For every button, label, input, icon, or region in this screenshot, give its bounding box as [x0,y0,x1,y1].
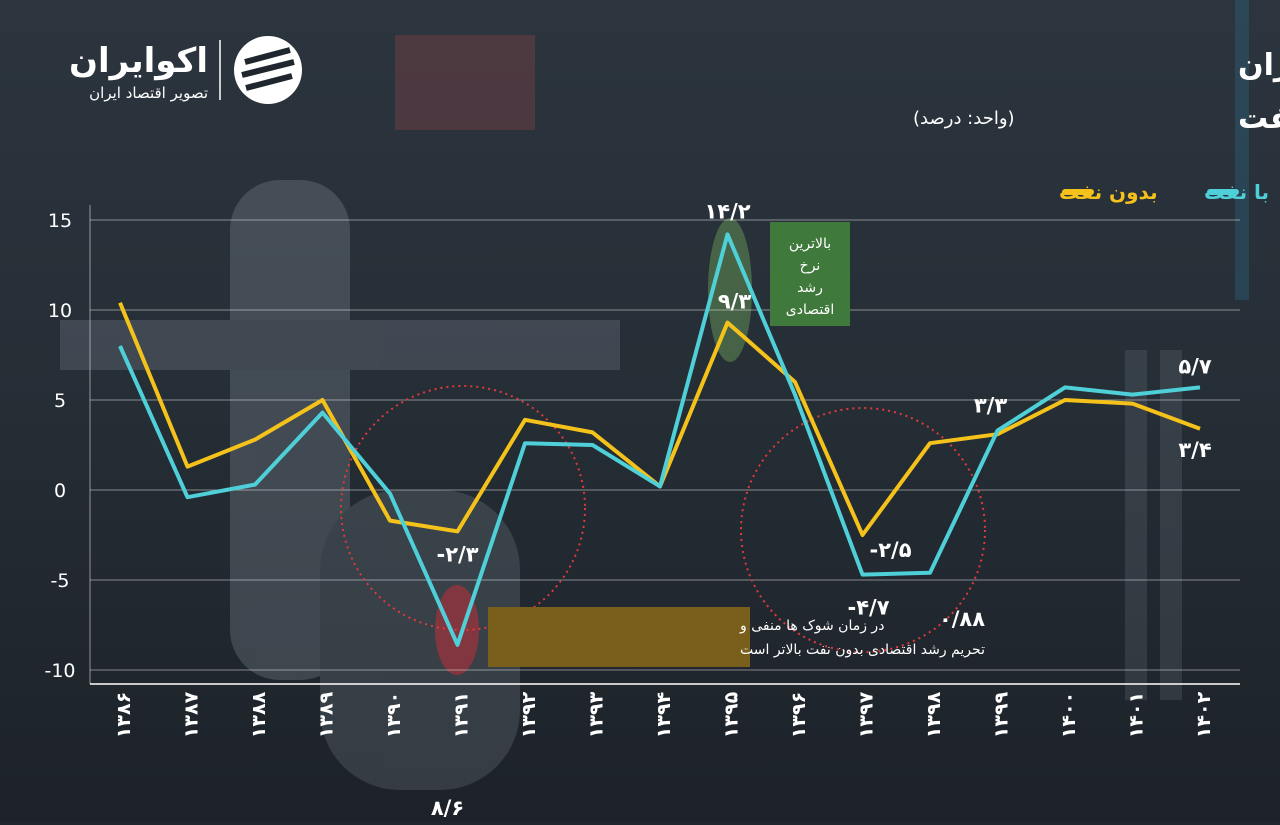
data-label: ۵/۷ [1178,354,1211,378]
legend-label: با نفت [1204,180,1269,204]
x-tick-label: ۱۳۹۲ [518,691,540,738]
x-tick-label: ۱۳۸۶ [113,692,135,738]
series-line [118,232,1201,647]
shock-circle [340,385,586,631]
x-tick-label: ۱۳۹۸ [923,691,945,738]
data-label: -۴/۷ [847,596,889,620]
background-art [60,35,1182,790]
data-label: -۲/۵ [869,538,911,562]
x-tick-label: ۱۳۹۳ [586,691,608,738]
data-label: ۳/۴ [1178,438,1211,462]
x-tick-label: ۱۴۰۰ [1058,692,1080,738]
x-tick-label: ۱۳۹۶ [788,692,810,738]
x-tick-label: ۱۳۸۸ [248,691,270,738]
annotation-line: نرخ [800,258,821,274]
data-label: ۹/۳ [718,290,751,314]
x-tick-label: ۱۳۹۵ [721,691,743,738]
unit-note: (واحد: درصد) [913,108,1015,129]
logo-stripes [241,47,295,91]
annotation-line: در زمان شوک ها منفی و [739,618,884,634]
annotation-box [770,222,850,326]
x-tick-label: ۱۳۸۹ [316,691,338,738]
y-tick-label: -5 [51,570,70,592]
x-tick-label: ۱۳۹۴ [653,692,675,738]
annotation-text: در زمان شوک ها منفی و تحریم رشد اقتصادی ب… [739,618,985,658]
brand-name: اکوایران [69,41,208,81]
logo: اکوایران تصویر اقتصاد ایران [69,36,302,104]
x-tick-label: ۱۳۹۰ [383,692,405,738]
x-tick-label: ۱۳۹۱ [451,692,473,738]
x-tick-label: ۱۳۸۷ [181,691,203,738]
annotation-box [488,607,750,667]
annotation-line: اقتصادی [786,302,834,318]
highlight-peak [708,218,752,362]
y-tick-label: -10 [44,660,75,682]
x-tick-label: ۱۳۹۷ [856,691,878,738]
y-tick-label: 0 [54,480,66,502]
data-label: ۳/۳ [974,394,1007,418]
x-tick-label: ۱۴۰۱ [1126,692,1148,738]
y-tick-label: 15 [48,210,72,232]
x-tick-label: ۱۳۹۹ [991,691,1013,738]
annotation-text: ۰/۸۸ [939,607,985,631]
y-tick-label: 10 [48,300,72,322]
brand-tagline: تصویر اقتصاد ایران [89,84,208,102]
legend-label: بدون نفت [1059,180,1158,204]
annotation-line: تحریم رشد اقتصادی بدون نفت بالاتر است [740,642,985,658]
chart-title: نرخ رشد اقتصادی ایران [1238,48,1280,83]
y-tick-label: 5 [54,390,66,412]
data-label: -۲/۳ [436,542,478,566]
annotation-text: بالاترین نرخ رشد اقتصادی [786,236,834,318]
data-label: ۸/۶ [431,796,464,820]
x-tick-label: ۱۴۰۲ [1193,691,1215,738]
annotation-line: بالاترین [789,236,831,252]
data-label: ۱۴/۲ [704,199,750,223]
annotation-line: رشد [797,280,823,296]
shock-circle [740,407,986,653]
chart-subtitle: با نفت و بدون نفت [1238,101,1280,136]
decor-bar [1235,0,1249,300]
